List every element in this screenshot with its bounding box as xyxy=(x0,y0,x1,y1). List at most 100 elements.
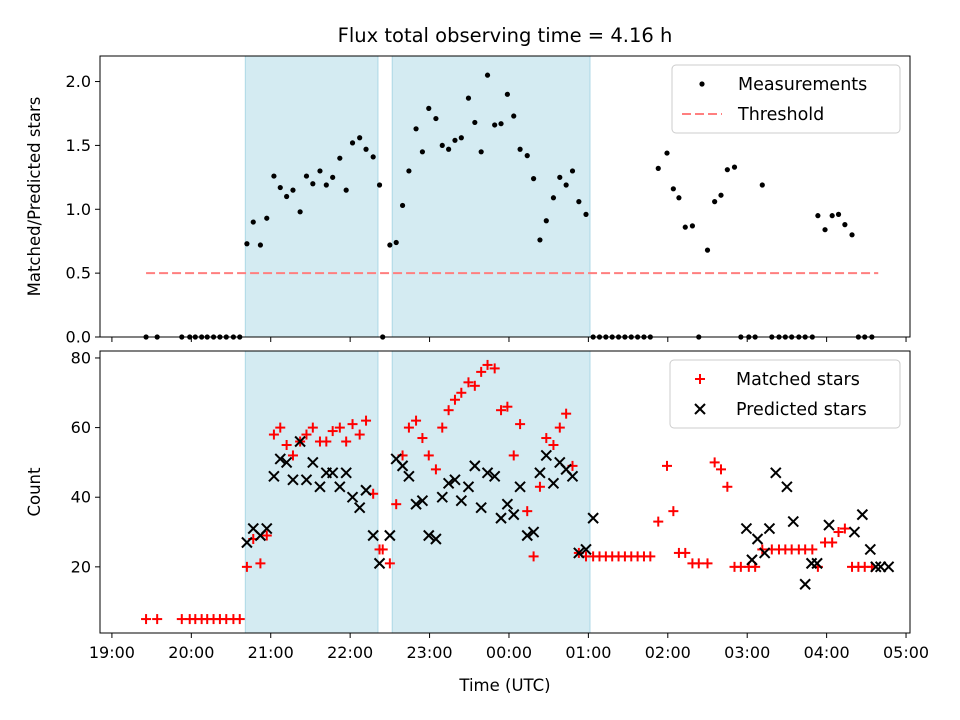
measurement-point xyxy=(557,174,563,180)
measurement-point xyxy=(704,247,711,253)
predicted-star-point xyxy=(403,470,415,483)
count-shaded-region xyxy=(244,350,379,634)
predicted-star-point xyxy=(261,522,273,535)
matched-star-point xyxy=(437,422,448,433)
predicted-star-point xyxy=(314,481,326,493)
matched-star-point xyxy=(327,426,338,437)
predicted-star-point xyxy=(488,470,501,483)
x-tick-label: 20:00 xyxy=(168,643,214,662)
matched-star-point xyxy=(456,387,467,398)
predicted-star-point xyxy=(449,474,461,486)
predicted-star-point xyxy=(416,494,429,507)
measurement-point xyxy=(511,113,517,119)
ratio-shaded-region xyxy=(244,55,379,338)
ratio-legend-box xyxy=(671,64,901,134)
count-y-tick-label: 80 xyxy=(71,348,91,367)
matched-star-point xyxy=(449,394,460,405)
predicted-star-point xyxy=(287,474,299,486)
ratio-y-tick-label: 1.5 xyxy=(66,136,91,155)
matched-star-point xyxy=(662,460,672,471)
ratio-panel: 0.00.51.01.52.0 Matched/Predicted stars … xyxy=(25,55,911,347)
matched-star-point xyxy=(489,363,500,374)
x-tick-label: 05:00 xyxy=(883,643,929,662)
measurement-point xyxy=(317,168,323,174)
measurement-point xyxy=(376,182,383,188)
measurement-point xyxy=(689,223,696,229)
predicted-star-point xyxy=(751,533,764,545)
measurement-point xyxy=(576,199,582,205)
predicted-star-point xyxy=(508,508,520,521)
predicted-star-point xyxy=(294,435,306,448)
predicted-star-point xyxy=(501,498,514,510)
legend-label: Matched stars xyxy=(736,370,860,390)
matched-star-point xyxy=(234,614,245,625)
measurement-point xyxy=(530,176,537,182)
matched-star-point xyxy=(668,506,679,517)
measurement-point xyxy=(370,154,376,160)
matched-star-point xyxy=(827,537,838,548)
matched-star-point xyxy=(645,551,656,562)
predicted-star-point xyxy=(587,512,599,524)
measurement-point xyxy=(664,150,670,156)
matched-star-point xyxy=(301,429,312,440)
measurement-point xyxy=(524,153,530,159)
measurement-point xyxy=(517,146,523,152)
measurement-point xyxy=(822,227,828,233)
ratio-y-tick-label: 0.5 xyxy=(66,264,91,283)
measurement-point xyxy=(724,167,730,173)
measurement-point xyxy=(290,187,296,193)
count-x-axis: 19:00 20:00 21:00 22:00 23:00 00:00 01:00 02:00… xyxy=(89,633,929,662)
predicted-star-point xyxy=(326,467,339,479)
measurement-point xyxy=(676,195,682,201)
predicted-star-point xyxy=(770,467,782,479)
ratio-plot-frame xyxy=(99,55,911,338)
predicted-star-point xyxy=(241,536,253,549)
measurement-point xyxy=(250,219,256,225)
count-plot-frame xyxy=(99,350,911,634)
matched-star-point xyxy=(561,408,572,419)
measurement-point xyxy=(446,146,452,152)
predicted-star-point xyxy=(573,547,585,559)
predicted-star-point xyxy=(367,529,379,542)
matched-star-point xyxy=(528,551,539,562)
measurement-point xyxy=(349,140,356,146)
matched-star-point xyxy=(554,422,565,433)
measurement-point xyxy=(387,242,393,248)
x-tick-label: 02:00 xyxy=(645,643,691,662)
count-legend-box xyxy=(669,359,901,429)
matched-star-point xyxy=(268,429,279,440)
matched-star-point xyxy=(281,440,292,450)
measurement-point xyxy=(478,149,484,155)
measurement-point xyxy=(393,239,399,246)
measurement-point xyxy=(413,126,419,132)
predicted-star-point xyxy=(396,460,409,472)
matched-star-point xyxy=(430,464,441,475)
x-tick-label: 00:00 xyxy=(486,643,532,662)
predicted-star-point xyxy=(787,515,799,528)
matched-star-point xyxy=(534,481,545,492)
measurement-point xyxy=(569,168,576,174)
measurement-point xyxy=(842,222,848,228)
measurement-point xyxy=(718,192,724,198)
measurement-point xyxy=(297,209,303,215)
measurement-point xyxy=(682,224,688,230)
measurement-point xyxy=(829,213,835,219)
x-tick-label: 23:00 xyxy=(407,643,453,662)
matched-star-point xyxy=(833,527,844,538)
matched-star-point xyxy=(463,377,474,388)
count-y-tick-label: 20 xyxy=(71,557,91,576)
predicted-star-point xyxy=(856,508,869,521)
predicted-star-point xyxy=(758,547,771,559)
ratio-y-tick-label: 1.0 xyxy=(66,200,91,219)
measurement-point xyxy=(426,105,432,111)
measurement-point xyxy=(458,135,464,141)
matched-star-point xyxy=(515,419,526,430)
matched-star-point xyxy=(334,422,345,433)
predicted-star-point xyxy=(462,481,475,493)
matched-star-point xyxy=(653,516,664,527)
measurement-point xyxy=(303,173,310,179)
measurement-point xyxy=(583,211,589,217)
measurement-point xyxy=(465,95,472,101)
predicted-star-point xyxy=(763,522,776,535)
